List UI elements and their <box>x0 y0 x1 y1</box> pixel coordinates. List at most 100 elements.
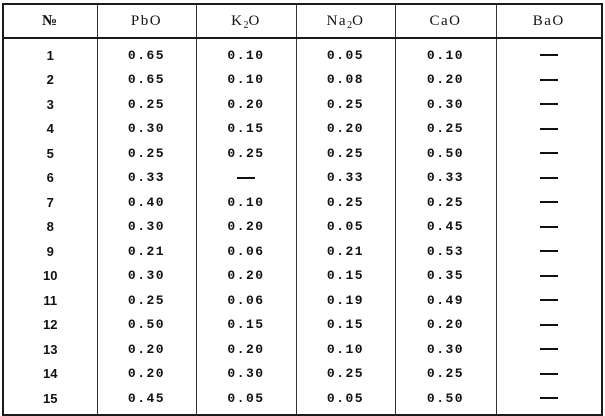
dash-mark <box>539 54 558 57</box>
value-cell-k2o <box>195 165 297 190</box>
column-header-cao: CaO <box>394 3 497 39</box>
value-cell-cao: 0.25 <box>394 361 497 386</box>
dash-mark <box>539 176 558 179</box>
value-cell-pbo: 0.20 <box>96 337 197 362</box>
value-cell-cao: 0.50 <box>394 141 497 166</box>
table-row: 13 0.20 0.20 0.10 0.30 <box>2 337 603 362</box>
value-cell-bao <box>495 190 603 215</box>
value-cell-pbo: 0.25 <box>96 92 197 117</box>
dash-mark <box>539 250 558 253</box>
value-cell-cao: 0.33 <box>394 165 497 190</box>
column-header-text: K <box>231 12 244 29</box>
value-cell-k2o: 0.30 <box>195 361 297 386</box>
value-cell-cao: 0.45 <box>394 214 497 239</box>
value-cell-cao: 0.20 <box>394 312 497 337</box>
value-cell-cao: 0.10 <box>394 38 497 68</box>
table-row: 12 0.50 0.15 0.15 0.20 <box>2 312 603 337</box>
row-number-cell: 7 <box>2 190 98 215</box>
value-cell-bao <box>495 214 603 239</box>
row-number-cell: 8 <box>2 214 98 239</box>
value-cell-na2o: 0.05 <box>295 38 396 68</box>
value-cell-bao <box>495 312 603 337</box>
value-cell-na2o: 0.19 <box>295 288 396 313</box>
dash-mark <box>539 201 558 204</box>
value-cell-pbo: 0.30 <box>96 214 197 239</box>
value-cell-bao <box>495 92 603 117</box>
value-cell-k2o: 0.20 <box>195 92 297 117</box>
header-row: № PbO K2O Na2O CaO BaO <box>2 3 603 39</box>
dash-mark <box>539 225 558 228</box>
value-cell-na2o: 0.15 <box>295 312 396 337</box>
dash-mark <box>539 103 558 106</box>
row-number-cell: 11 <box>2 288 98 313</box>
dash-mark <box>237 176 255 179</box>
dash-mark <box>539 397 558 400</box>
value-cell-na2o: 0.21 <box>295 239 396 264</box>
value-cell-na2o: 0.25 <box>295 190 396 215</box>
value-cell-pbo: 0.30 <box>96 116 197 141</box>
table-row: 2 0.65 0.10 0.08 0.20 <box>2 67 603 92</box>
column-header-k2o: K2O <box>195 3 297 39</box>
value-cell-pbo: 0.65 <box>96 38 197 68</box>
table-row: 10 0.30 0.20 0.15 0.35 <box>2 263 603 288</box>
value-cell-k2o: 0.10 <box>195 67 297 92</box>
value-cell-bao <box>495 141 603 166</box>
value-cell-k2o: 0.20 <box>195 263 297 288</box>
table-row: 14 0.20 0.30 0.25 0.25 <box>2 361 603 386</box>
table-row: 11 0.25 0.06 0.19 0.49 <box>2 288 603 313</box>
value-cell-bao <box>495 361 603 386</box>
value-cell-bao <box>495 116 603 141</box>
dash-mark <box>539 152 558 155</box>
value-cell-k2o: 0.15 <box>195 116 297 141</box>
value-cell-bao <box>495 38 603 68</box>
row-number-cell: 14 <box>2 361 98 386</box>
value-cell-cao: 0.30 <box>394 337 497 362</box>
value-cell-k2o: 0.06 <box>195 239 297 264</box>
value-cell-pbo: 0.65 <box>96 67 197 92</box>
value-cell-cao: 0.25 <box>394 116 497 141</box>
dash-mark <box>539 78 558 81</box>
row-number-cell: 1 <box>2 38 98 68</box>
value-cell-k2o: 0.20 <box>195 214 297 239</box>
table-row: 4 0.30 0.15 0.20 0.25 <box>2 116 603 141</box>
value-cell-pbo: 0.30 <box>96 263 197 288</box>
value-cell-k2o: 0.10 <box>195 38 297 68</box>
row-number-cell: 2 <box>2 67 98 92</box>
value-cell-pbo: 0.21 <box>96 239 197 264</box>
dash-mark <box>539 299 558 302</box>
value-cell-pbo: 0.25 <box>96 141 197 166</box>
column-header-text: PbO <box>130 12 163 29</box>
dash-mark <box>539 372 558 375</box>
dash-mark <box>539 274 558 277</box>
value-cell-pbo: 0.25 <box>96 288 197 313</box>
value-cell-pbo: 0.20 <box>96 361 197 386</box>
value-cell-na2o: 0.25 <box>295 92 396 117</box>
column-header-text: № <box>41 12 59 29</box>
column-header-na2o: Na2O <box>295 3 396 39</box>
column-header-text: O <box>248 12 261 29</box>
value-cell-cao: 0.25 <box>394 190 497 215</box>
value-cell-na2o: 0.08 <box>295 67 396 92</box>
value-cell-k2o: 0.25 <box>195 141 297 166</box>
column-header-subscript: 2 <box>347 19 353 31</box>
value-cell-bao <box>495 288 603 313</box>
row-number-cell: 3 <box>2 92 98 117</box>
row-number-cell: 4 <box>2 116 98 141</box>
value-cell-na2o: 0.05 <box>295 386 396 416</box>
value-cell-k2o: 0.06 <box>195 288 297 313</box>
table-row: 7 0.40 0.10 0.25 0.25 <box>2 190 603 215</box>
value-cell-bao <box>495 263 603 288</box>
value-cell-cao: 0.35 <box>394 263 497 288</box>
table-row: 15 0.45 0.05 0.05 0.50 <box>2 386 603 416</box>
value-cell-k2o: 0.20 <box>195 337 297 362</box>
column-header-text: Na <box>326 12 348 29</box>
value-cell-na2o: 0.25 <box>295 141 396 166</box>
value-cell-pbo: 0.50 <box>96 312 197 337</box>
value-cell-na2o: 0.33 <box>295 165 396 190</box>
table-row: 8 0.30 0.20 0.05 0.45 <box>2 214 603 239</box>
row-number-cell: 5 <box>2 141 98 166</box>
column-header-text: CaO <box>429 12 462 29</box>
oxide-composition-table-wrapper: № PbO K2O Na2O CaO BaO 1 0.65 0.10 0.05 0.10 2 0.65… <box>2 3 603 416</box>
table-row: 6 0.33 0.33 0.33 <box>2 165 603 190</box>
column-header-text: O <box>352 12 365 29</box>
